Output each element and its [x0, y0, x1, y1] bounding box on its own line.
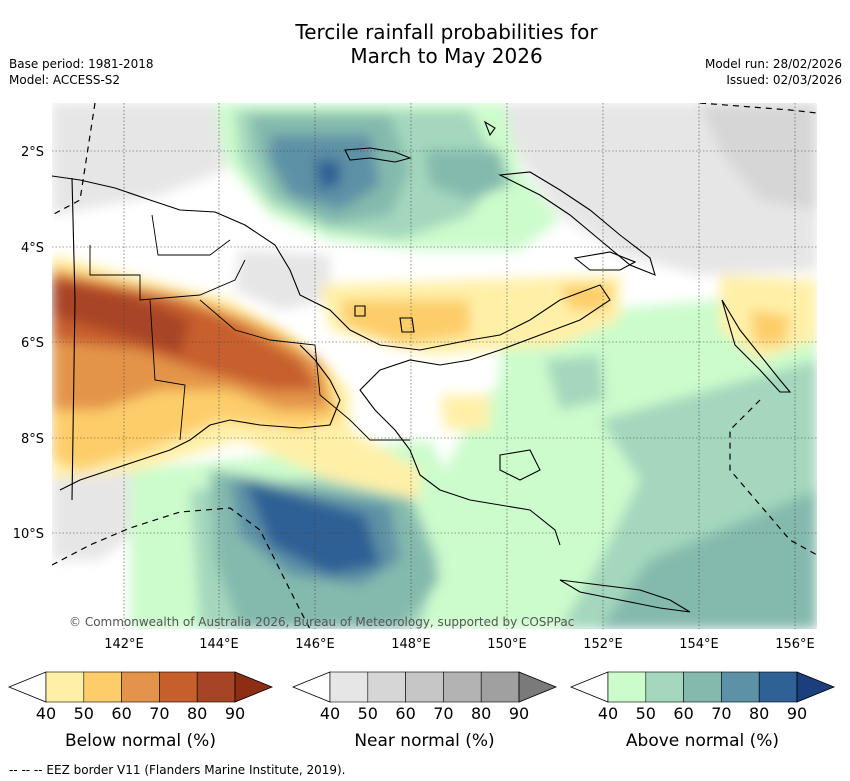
colorbar-above-label: 80: [749, 704, 770, 723]
colorbar-near-label: 60: [395, 704, 416, 723]
lat-tick-8s: 8°S: [21, 432, 44, 447]
title-line-1: Tercile rainfall probabilities for: [295, 20, 598, 44]
lon-tick-144e: 144°E: [199, 637, 239, 652]
lon-tick-154e: 154°E: [679, 637, 719, 652]
coastlines: [52, 120, 792, 613]
colorbar-above-label: 90: [786, 704, 808, 723]
meta-right: Model run: 28/02/2026 Issued: 02/03/2026: [705, 56, 842, 88]
colorbar-near-segment: [443, 671, 482, 703]
lon-tick-150e: 150°E: [487, 637, 527, 652]
model-name: Model: ACCESS-S2: [9, 73, 121, 87]
colorbars: [7, 671, 836, 703]
lon-tick-148e: 148°E: [391, 637, 431, 652]
colorbar-below-label: 70: [149, 704, 170, 723]
colorbar-above-label: 40: [597, 704, 619, 723]
lat-tick-10s: 10°S: [13, 527, 44, 542]
colorbar-above-segment: [721, 671, 760, 703]
model-run: Model run: 28/02/2026: [704, 57, 842, 71]
borders: [89, 214, 410, 441]
lat-tick-2s: 2°S: [21, 145, 44, 160]
footer-note: -- -- -- EEZ border V11 (Flanders Marine…: [9, 763, 346, 777]
colorbar-above-segment: [683, 671, 722, 703]
meta-left: Base period: 1981-2018 Model: ACCESS-S2: [9, 56, 154, 88]
colorbar-above-min-arrow: [569, 671, 609, 703]
colorbar-near-label: 80: [471, 704, 492, 723]
colorbar-below-segment: [159, 671, 198, 703]
lon-tick-142e: 142°E: [104, 637, 144, 652]
colorbar-above-title: Above normal (%): [625, 731, 780, 751]
colorbar-below-segment: [196, 671, 236, 703]
colorbar-above-segment: [645, 671, 684, 703]
lat-ticks: 2°S 4°S 6°S 8°S 10°S: [13, 145, 44, 542]
colorbar-below-segment: [83, 671, 122, 703]
title-line-2: March to May 2026: [350, 44, 543, 68]
colorbar-below-min-arrow: [7, 671, 47, 703]
colorbar-below-label: 60: [111, 704, 132, 723]
lat-tick-4s: 4°S: [21, 241, 44, 256]
colorbar-near-label: 40: [319, 704, 341, 723]
colorbar-below-label: 50: [73, 704, 94, 723]
colorbar-below-segment: [121, 671, 160, 703]
colorbar-below-label: 80: [187, 704, 208, 723]
colorbar-above-label: 50: [635, 704, 656, 723]
colorbar-near-title: Near normal (%): [354, 731, 495, 751]
colorbar-near-max-arrow: [518, 671, 558, 703]
colorbar-below-title: Below normal (%): [65, 731, 216, 751]
colorbar-above-segment: [607, 671, 647, 703]
colorbar-below-label: 90: [224, 704, 246, 723]
colorbar-below-max-arrow: [234, 671, 274, 703]
copyright-text: © Commonwealth of Australia 2026, Bureau…: [69, 615, 574, 629]
colorbar-above-max-arrow: [796, 671, 836, 703]
colorbar-below-label: 40: [35, 704, 57, 723]
colorbar-near-min-arrow: [291, 671, 331, 703]
graticule: [52, 103, 817, 629]
colorbar-near-segment: [367, 671, 406, 703]
probability-field: © Commonwealth of Australia 2026, Bureau…: [52, 103, 817, 629]
colorbar-above-segment: [758, 671, 798, 703]
issued-date: Issued: 02/03/2026: [726, 73, 842, 87]
colorbar-below-segment: [45, 671, 85, 703]
colorbar-near-label: 70: [433, 704, 454, 723]
colorbar-near-segment: [405, 671, 444, 703]
chart-title: Tercile rainfall probabilities for March…: [0, 20, 850, 68]
lon-tick-146e: 146°E: [295, 637, 335, 652]
eez-borders: [52, 103, 817, 629]
colorbar-near-segment: [329, 671, 369, 703]
colorbar-near-label: 90: [508, 704, 530, 723]
colorbar-near-label: 50: [357, 704, 378, 723]
colorbar-above-label: 60: [673, 704, 694, 723]
lon-tick-156e: 156°E: [775, 637, 815, 652]
colorbar-above-label: 70: [711, 704, 732, 723]
colorbar-near-segment: [480, 671, 520, 703]
lon-tick-152e: 152°E: [583, 637, 623, 652]
lat-tick-6s: 6°S: [21, 336, 44, 351]
base-period: Base period: 1981-2018: [9, 57, 154, 71]
lon-ticks: 142°E 144°E 146°E 148°E 150°E 152°E 154°…: [104, 637, 815, 652]
